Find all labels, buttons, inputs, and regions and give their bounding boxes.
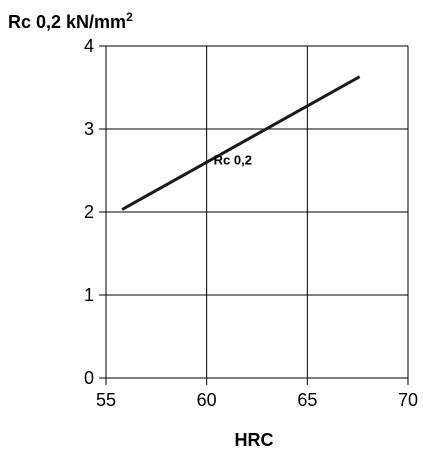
x-axis-label: HRC: [235, 430, 274, 450]
grid-lines: [105, 45, 409, 379]
annotation-label-0: Rc 0,2: [214, 153, 252, 168]
y-axis-label-main: Rc 0,2 kN/mm: [8, 12, 126, 32]
y-tick-label-3: 3: [84, 119, 94, 139]
y-tick-label-2: 2: [84, 202, 94, 222]
series-line-0: [121, 75, 361, 211]
x-tick-label-3: 70: [398, 390, 418, 410]
annotations: Rc 0,2: [214, 153, 252, 168]
x-tick-label-2: 65: [297, 390, 317, 410]
x-tick-label-0: 55: [96, 390, 116, 410]
y-axis-label-superscript: 2: [126, 10, 133, 24]
y-tick-label-0: 0: [84, 368, 94, 388]
series-lines: [121, 75, 361, 211]
axes: 55 60 65 70 0 1 2 3 4: [84, 36, 418, 410]
y-axis-label: Rc 0,2 kN/mm2: [8, 10, 133, 32]
x-tick-label-1: 60: [197, 390, 217, 410]
y-tick-label-1: 1: [84, 285, 94, 305]
y-tick-label-4: 4: [84, 36, 94, 56]
